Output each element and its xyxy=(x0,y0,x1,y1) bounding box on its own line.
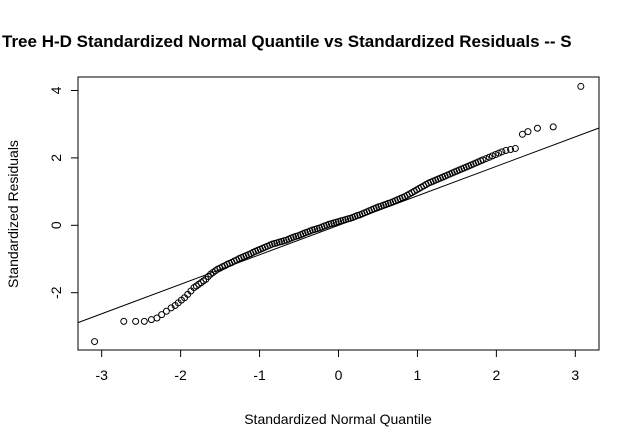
data-point xyxy=(482,155,490,163)
x-tick-label: -1 xyxy=(253,367,266,383)
data-point xyxy=(495,149,503,157)
data-point xyxy=(524,128,532,136)
data-point xyxy=(91,338,99,346)
x-tick-label: -3 xyxy=(95,367,108,383)
data-point xyxy=(533,124,541,132)
x-tick-label: 1 xyxy=(414,367,422,383)
data-point xyxy=(167,304,175,312)
plot-frame xyxy=(77,76,600,351)
data-point xyxy=(507,145,515,153)
x-tick-label: 2 xyxy=(492,367,500,383)
data-point xyxy=(549,123,557,131)
data-point xyxy=(120,317,128,325)
y-tick-label: -2 xyxy=(48,286,64,299)
x-tick-label: 0 xyxy=(335,367,343,383)
chart-title: Tree H-D Standardized Normal Quantile vs… xyxy=(2,32,572,51)
reference-line xyxy=(77,127,600,324)
data-point xyxy=(511,144,519,152)
data-point xyxy=(518,130,526,138)
x-tick-label: -2 xyxy=(174,367,187,383)
data-point xyxy=(502,146,510,154)
data-point xyxy=(140,317,148,325)
y-tick-label: 2 xyxy=(48,154,64,162)
x-tick-label: 3 xyxy=(571,367,579,383)
data-point xyxy=(162,307,170,315)
data-points xyxy=(91,82,585,346)
data-point xyxy=(132,317,140,325)
data-point xyxy=(158,311,166,319)
data-point xyxy=(488,152,496,160)
data-point xyxy=(492,151,500,159)
y-axis-label: Standardized Residuals xyxy=(5,140,21,288)
y-axis: -2 0 2 4 xyxy=(48,86,79,299)
data-point xyxy=(485,153,493,161)
data-point xyxy=(479,156,487,164)
y-tick-label: 0 xyxy=(48,221,64,229)
data-point xyxy=(498,148,506,156)
data-point xyxy=(577,82,585,90)
data-point xyxy=(153,314,161,322)
x-axis-label: Standardized Normal Quantile xyxy=(244,411,432,427)
y-tick-label: 4 xyxy=(48,86,64,94)
x-axis: -3 -2 -1 0 1 2 3 xyxy=(95,349,579,383)
data-point xyxy=(204,273,212,281)
